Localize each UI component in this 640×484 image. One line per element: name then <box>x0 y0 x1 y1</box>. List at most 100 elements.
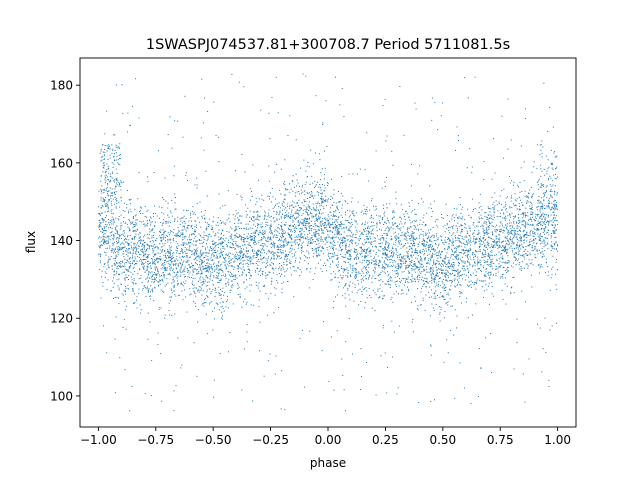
data-point <box>398 233 400 235</box>
data-point <box>217 304 219 306</box>
data-point <box>199 261 201 263</box>
data-point <box>178 235 180 237</box>
data-point <box>102 230 104 232</box>
data-point <box>147 247 149 249</box>
data-point <box>285 254 287 256</box>
data-point <box>347 229 349 231</box>
data-point <box>550 196 552 198</box>
data-point <box>488 236 490 238</box>
data-point <box>452 233 454 235</box>
data-point <box>370 297 372 299</box>
data-point <box>162 229 164 231</box>
data-point <box>302 241 304 243</box>
data-point <box>435 219 437 221</box>
data-point <box>363 279 365 281</box>
data-point <box>248 268 250 270</box>
data-point <box>217 224 219 226</box>
data-point <box>320 236 322 238</box>
data-point <box>265 275 267 277</box>
data-point <box>370 243 372 245</box>
data-point <box>455 251 457 253</box>
data-point <box>122 251 124 252</box>
data-point <box>105 254 107 256</box>
data-point <box>281 235 283 237</box>
data-point <box>416 308 418 310</box>
data-point <box>193 300 195 302</box>
data-point <box>123 265 124 267</box>
data-point <box>138 260 140 262</box>
data-point <box>407 264 409 266</box>
data-point <box>108 144 110 146</box>
data-point <box>338 216 340 218</box>
data-point <box>111 230 113 232</box>
data-point <box>172 276 174 278</box>
data-point <box>127 252 129 254</box>
data-point <box>99 225 101 227</box>
data-point <box>386 207 388 209</box>
data-point <box>537 223 539 225</box>
data-point <box>135 246 137 248</box>
data-point <box>441 217 443 219</box>
data-point <box>400 281 402 283</box>
data-point <box>556 205 558 207</box>
data-point <box>502 240 504 242</box>
data-point <box>452 253 454 255</box>
data-point <box>300 244 302 246</box>
data-point <box>462 216 464 218</box>
data-point <box>304 200 306 202</box>
data-point <box>404 219 406 221</box>
data-point <box>554 200 556 202</box>
data-point <box>400 221 402 223</box>
data-point <box>462 249 464 251</box>
data-point <box>447 292 449 294</box>
data-point <box>508 219 510 221</box>
data-point <box>136 260 138 262</box>
data-point <box>429 245 431 247</box>
data-point <box>254 241 256 243</box>
data-point <box>193 259 195 261</box>
data-point <box>467 317 469 319</box>
data-point <box>244 298 246 300</box>
data-point <box>488 264 490 266</box>
data-point <box>557 250 559 252</box>
data-point <box>291 216 293 218</box>
data-point <box>198 290 200 292</box>
data-point <box>241 268 243 270</box>
data-point <box>553 200 555 202</box>
data-point <box>237 258 239 260</box>
data-point <box>317 201 319 203</box>
data-point <box>138 278 140 280</box>
data-point <box>540 164 542 166</box>
data-point <box>180 274 182 276</box>
data-point <box>215 265 217 267</box>
data-point <box>264 230 266 232</box>
data-point <box>264 232 266 234</box>
data-point <box>206 333 208 335</box>
data-point <box>513 236 515 238</box>
data-point <box>506 232 508 234</box>
data-point <box>397 272 399 274</box>
data-point <box>338 286 340 288</box>
data-point <box>121 224 123 226</box>
data-point <box>403 235 405 237</box>
data-point <box>307 236 309 238</box>
data-point <box>492 241 494 243</box>
data-point <box>416 237 418 239</box>
data-point <box>410 243 412 245</box>
data-point <box>126 223 128 225</box>
data-point <box>194 293 196 294</box>
data-point <box>279 258 281 260</box>
data-point <box>533 239 535 241</box>
data-point <box>455 257 457 259</box>
data-point <box>251 239 253 241</box>
data-point <box>509 214 511 216</box>
data-point <box>364 267 366 269</box>
data-point <box>544 208 546 210</box>
data-point <box>513 368 515 370</box>
data-point <box>254 231 256 233</box>
data-point <box>128 243 130 245</box>
data-point <box>366 261 368 263</box>
data-point <box>360 388 362 390</box>
data-point <box>553 230 555 232</box>
